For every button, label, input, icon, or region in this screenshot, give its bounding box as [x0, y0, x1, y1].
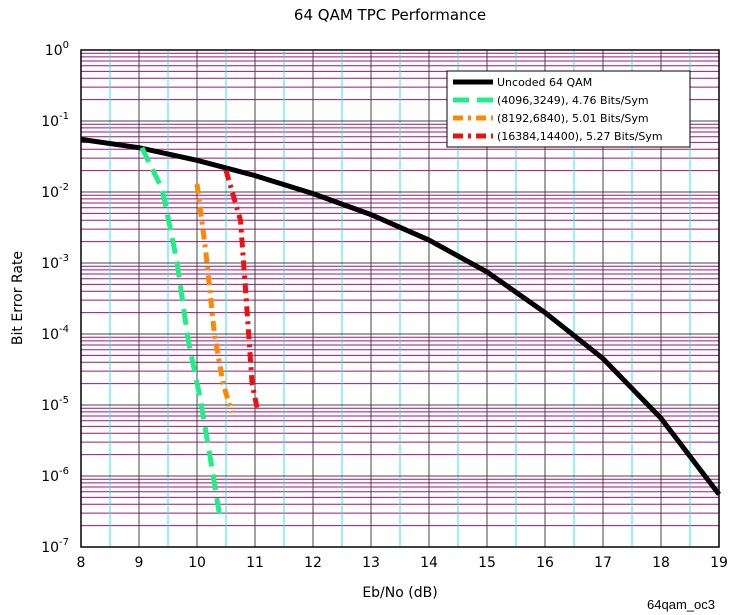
legend-label: (16384,14400), 5.27 Bits/Sym [497, 130, 663, 143]
y-tick-label: 10-3 [41, 253, 69, 272]
figure-id: 64qam_oc3 [647, 597, 715, 612]
x-tick-label: 19 [710, 555, 728, 571]
x-tick-label: 16 [536, 555, 554, 571]
x-tick-label: 9 [135, 555, 144, 571]
y-axis-label: Bit Error Rate [10, 251, 26, 345]
legend: Uncoded 64 QAM (4096,3249), 4.76 Bits/Sym… [446, 70, 691, 148]
legend-label: Uncoded 64 QAM [497, 76, 592, 89]
series-line [139, 146, 223, 520]
plot-frame [80, 49, 720, 548]
y-tick-label: 10-5 [41, 395, 69, 414]
y-tick-label: 10-7 [41, 537, 69, 556]
x-tick-label: 13 [362, 555, 380, 571]
x-tick-label: 14 [420, 555, 438, 571]
x-tick-label: 10 [188, 555, 206, 571]
x-tick-label: 15 [478, 555, 496, 571]
chart-title: 64 QAM TPC Performance [294, 6, 486, 24]
x-axis-label: Eb/No (dB) [362, 585, 437, 601]
y-tick-label: 10-2 [41, 182, 69, 201]
x-tick-label: 8 [77, 555, 86, 571]
x-tick-label: 17 [594, 555, 612, 571]
x-tick-label: 11 [246, 555, 264, 571]
x-tick-labels: 8 9 10 11 12 13 14 15 16 17 18 19 [77, 555, 728, 571]
series-line [194, 183, 235, 414]
plot-series [80, 136, 721, 520]
x-tick-label: 12 [304, 555, 322, 571]
grid [80, 49, 720, 548]
y-tick-label: 10-1 [41, 111, 69, 130]
series-line [223, 169, 261, 413]
legend-label: (8192,6840), 5.01 Bits/Sym [497, 112, 649, 125]
series-line [80, 136, 721, 496]
y-tick-labels: 100 10-1 10-2 10-3 10-4 10-5 10-6 10-7 [41, 40, 69, 556]
legend-label: (4096,3249), 4.76 Bits/Sym [497, 94, 649, 107]
y-tick-label: 100 [45, 40, 69, 59]
y-tick-label: 10-6 [41, 466, 69, 485]
y-tick-label: 10-4 [41, 324, 69, 343]
x-tick-label: 18 [652, 555, 670, 571]
